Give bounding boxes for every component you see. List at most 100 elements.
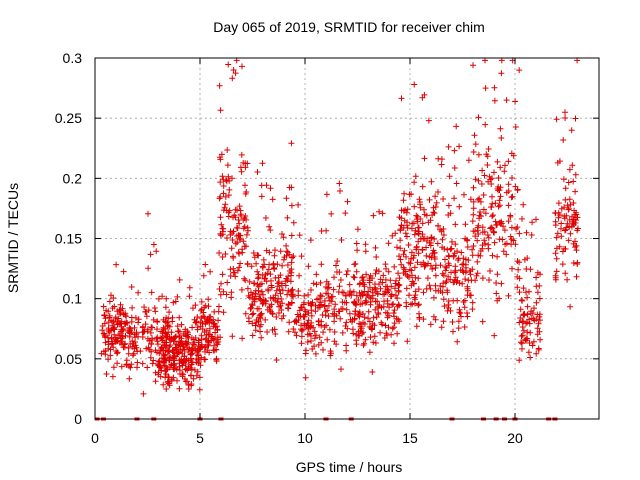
data-point (486, 173, 493, 180)
data-point (533, 216, 539, 223)
data-point (331, 338, 338, 345)
data-point (477, 209, 483, 215)
data-point (178, 335, 185, 342)
data-point (558, 233, 565, 240)
data-point (132, 314, 139, 321)
data-point (123, 313, 130, 320)
data-point (516, 67, 523, 74)
data-point (451, 165, 458, 171)
data-point (220, 190, 227, 197)
data-point (486, 277, 492, 283)
data-point (456, 203, 463, 210)
data-point (398, 222, 405, 229)
data-point (432, 265, 439, 271)
data-point (244, 261, 251, 268)
data-point (255, 287, 262, 294)
data-point (562, 109, 568, 116)
data-point (191, 341, 198, 348)
data-point (198, 315, 205, 322)
data-point (519, 345, 525, 352)
data-point (552, 250, 559, 257)
data-point (512, 98, 519, 105)
data-point (536, 282, 543, 289)
data-point (386, 312, 392, 319)
data-point (425, 117, 432, 124)
data-point (230, 214, 236, 221)
data-point (277, 248, 284, 255)
data-point (232, 240, 239, 247)
data-point (376, 208, 383, 215)
data-point (205, 296, 212, 303)
data-point (334, 258, 341, 265)
data-point (278, 315, 285, 322)
data-point (438, 324, 445, 331)
data-point (193, 372, 200, 379)
data-point (351, 274, 358, 281)
data-point (159, 293, 166, 300)
data-point (362, 248, 369, 255)
data-point (562, 227, 568, 234)
data-point (288, 140, 295, 147)
data-point (421, 263, 428, 270)
data-point (215, 317, 222, 324)
data-point (245, 315, 252, 322)
data-point (572, 238, 578, 245)
data-point (411, 179, 418, 186)
data-point (230, 265, 237, 272)
data-point (108, 317, 115, 324)
data-point (242, 182, 248, 189)
data-point (250, 310, 257, 317)
data-point (362, 241, 369, 248)
data-point (375, 309, 382, 316)
data-point (455, 318, 462, 325)
data-point (523, 266, 530, 272)
data-point (479, 224, 486, 231)
data-point (236, 220, 243, 227)
data-point (401, 247, 408, 254)
data-point (553, 255, 560, 262)
data-point (529, 219, 536, 226)
data-point (479, 242, 486, 249)
data-point (218, 280, 224, 287)
data-point (498, 220, 505, 227)
data-point (184, 333, 191, 340)
data-point (316, 295, 322, 302)
data-point (198, 307, 204, 314)
data-point (566, 196, 573, 203)
data-point (219, 173, 226, 180)
data-point (267, 185, 274, 192)
data-point (458, 249, 465, 256)
data-point (163, 295, 170, 302)
data-point (241, 215, 248, 222)
data-point (413, 243, 420, 250)
data-point (515, 266, 522, 273)
data-point (123, 362, 130, 368)
data-point (165, 315, 172, 322)
data-point (123, 319, 130, 326)
data-point (505, 181, 512, 188)
data-point (284, 249, 291, 256)
data-point (205, 303, 212, 310)
data-point (400, 197, 407, 204)
data-point (116, 319, 123, 326)
data-point (424, 275, 431, 282)
data-point (323, 322, 330, 329)
data-point (465, 157, 472, 164)
data-point (225, 213, 232, 220)
data-point (493, 222, 500, 228)
data-point (234, 225, 241, 232)
data-point (198, 354, 205, 361)
data-point (416, 314, 423, 321)
data-point (182, 366, 189, 373)
data-point (567, 201, 574, 208)
data-point (442, 279, 449, 286)
data-point (249, 302, 256, 309)
data-point (154, 326, 160, 333)
data-point (152, 378, 159, 385)
data-point (359, 300, 366, 307)
data-point (237, 260, 244, 267)
data-point (359, 279, 366, 286)
data-point (561, 245, 567, 252)
data-point (560, 176, 567, 183)
data-point (562, 115, 569, 121)
